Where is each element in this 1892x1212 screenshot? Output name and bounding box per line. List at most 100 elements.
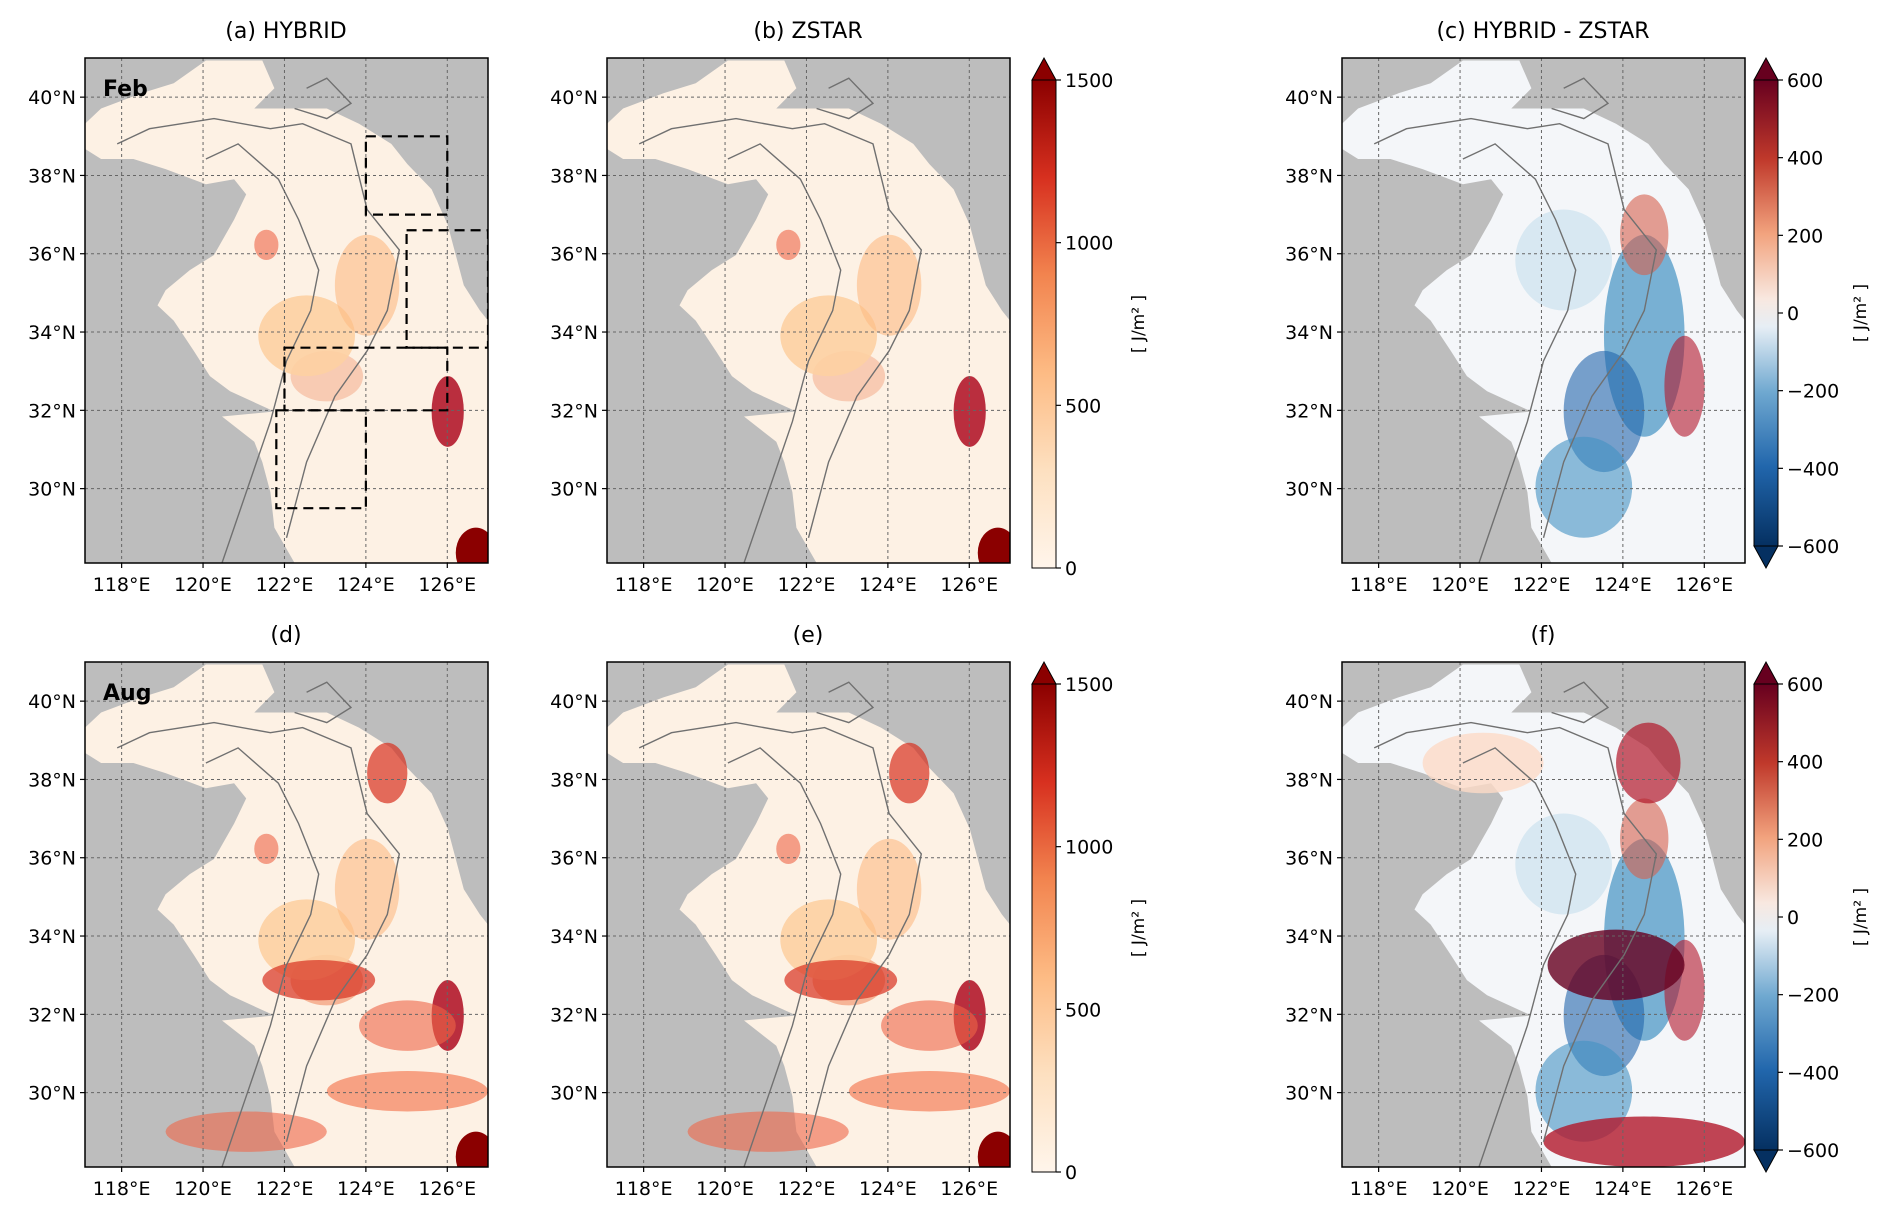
field-patch [455, 1131, 488, 1167]
lon-tick-label: 120°E [174, 1178, 232, 1200]
field-patch [1422, 732, 1544, 794]
field-patch [359, 1000, 456, 1051]
bathymetry-contour [727, 747, 842, 1167]
map-area [607, 662, 1010, 1167]
colorbar-tick-label: 500 [1065, 395, 1101, 417]
field-patch [776, 833, 801, 864]
colorbar-tick-label: −600 [1787, 536, 1839, 558]
field-patch [165, 1111, 327, 1152]
colorbar-unit-label: [ J/m² ] [1851, 284, 1871, 342]
bathymetry-contour [816, 681, 875, 724]
colorbar-tick-label: 600 [1787, 70, 1823, 92]
lat-tick-label: 32°N [550, 400, 598, 422]
lon-tick-label: 124°E [859, 1178, 917, 1200]
lat-tick-label: 34°N [550, 926, 598, 948]
map-area [1342, 58, 1745, 563]
bathymetry-contour [727, 143, 842, 563]
bathymetry-contour [116, 721, 401, 1142]
lon-tick-label: 124°E [859, 574, 917, 596]
lat-tick-label: 30°N [550, 479, 598, 501]
bathymetry-contour [294, 77, 353, 120]
lat-tick-label: 40°N [28, 691, 76, 713]
lon-tick-label: 126°E [1675, 1178, 1733, 1200]
lon-tick-label: 118°E [93, 1178, 151, 1200]
colorbar-gradient [1031, 79, 1057, 569]
field-patch [1515, 209, 1613, 311]
subregion-box [275, 409, 367, 510]
bathymetry-contour [638, 117, 923, 538]
field-patch [1664, 335, 1705, 437]
colorbar-tick-label: 400 [1787, 752, 1823, 774]
lat-tick-label: 30°N [550, 1083, 598, 1105]
field-patch [1535, 436, 1633, 538]
lat-tick-label: 38°N [1285, 165, 1333, 187]
lon-tick-label: 120°E [696, 1178, 754, 1200]
colorbar-gradient [1753, 79, 1779, 547]
colorbar-tick-label: −400 [1787, 458, 1839, 480]
lon-tick-label: 126°E [940, 574, 998, 596]
colorbar-extend-top [1031, 660, 1057, 685]
field-patch [326, 1071, 488, 1112]
field-patch [881, 1000, 978, 1051]
lon-tick-label: 122°E [1513, 1178, 1571, 1200]
lon-tick-label: 120°E [696, 574, 754, 596]
colorbar-unit-label: [ J/m² ] [1851, 888, 1871, 946]
colorbar-tick-label: 0 [1787, 303, 1799, 325]
lat-tick-label: 32°N [28, 400, 76, 422]
lat-tick-label: 30°N [28, 1083, 76, 1105]
map-frame [1341, 57, 1746, 564]
field-patch [780, 899, 878, 981]
lat-tick-label: 38°N [550, 165, 598, 187]
bathymetry-contour [294, 681, 353, 724]
field-patch [367, 742, 408, 804]
bathymetry-contour [116, 117, 401, 538]
colorbar-diff-feb: −600 −400 −200 0 200 400 600 [ J/m² ] [1753, 56, 1871, 570]
field-patch [262, 959, 376, 1001]
panel-b-zstar-feb: 30°N 32°N 34°N 36°N 38°N 40°N 118°E 120°E 122°E 1… [550, 57, 1011, 596]
bathymetry-contour [816, 77, 875, 120]
bathymetry-contour [1551, 681, 1610, 724]
lat-tick-label: 32°N [1285, 1004, 1333, 1026]
colorbar-energy-aug: 0 500 1000 1500 [ J/m² ] [1031, 660, 1149, 1184]
field-patch [258, 899, 356, 981]
field-patch [776, 229, 801, 260]
field-patch [431, 376, 464, 447]
field-patch [1616, 722, 1681, 804]
lat-tick-label: 34°N [28, 322, 76, 344]
field-patch [977, 1131, 1010, 1167]
lon-tick-label: 118°E [1350, 574, 1408, 596]
lon-tick-label: 122°E [778, 574, 836, 596]
colorbar-tick-label: −200 [1787, 381, 1839, 403]
lat-tick-label: 32°N [1285, 400, 1333, 422]
lat-tick-label: 38°N [1285, 769, 1333, 791]
lat-tick-label: 32°N [28, 1004, 76, 1026]
month-label-feb: Feb [103, 77, 148, 102]
field-patch [254, 229, 279, 260]
field-patch [784, 959, 898, 1001]
colorbar-tick-label: 600 [1787, 674, 1823, 696]
lat-tick-label: 40°N [550, 691, 598, 713]
lon-tick-label: 118°E [1350, 1178, 1408, 1200]
field-patch [856, 234, 922, 336]
colorbar-tick-label: −200 [1787, 985, 1839, 1007]
colorbar-extend-bottom [1753, 545, 1779, 570]
field-patch [889, 742, 930, 804]
lon-tick-label: 118°E [615, 574, 673, 596]
bathymetry-contour [1373, 721, 1658, 1142]
lat-tick-label: 34°N [1285, 322, 1333, 344]
map-area [1342, 662, 1745, 1167]
lon-tick-label: 126°E [418, 574, 476, 596]
field-patch [977, 527, 1010, 563]
field-patch [1515, 813, 1613, 915]
month-label-aug: Aug [103, 681, 151, 706]
field-patch [687, 1111, 849, 1152]
bathymetry-contour [205, 143, 320, 563]
panel-a-hybrid-feb: 30°N 32°N 34°N 36°N 38°N 40°N 118°E 120°E 122°E 1… [28, 57, 489, 596]
field-patch [856, 838, 922, 940]
lon-tick-label: 122°E [778, 1178, 836, 1200]
colorbar-unit-label: [ J/m² ] [1129, 295, 1149, 353]
colorbar-extend-top [1031, 56, 1057, 81]
panel-e-zstar-aug: 30°N 32°N 34°N 36°N 38°N 40°N 118°E 120°E 122°E 1… [550, 661, 1011, 1200]
lon-tick-label: 122°E [256, 574, 314, 596]
